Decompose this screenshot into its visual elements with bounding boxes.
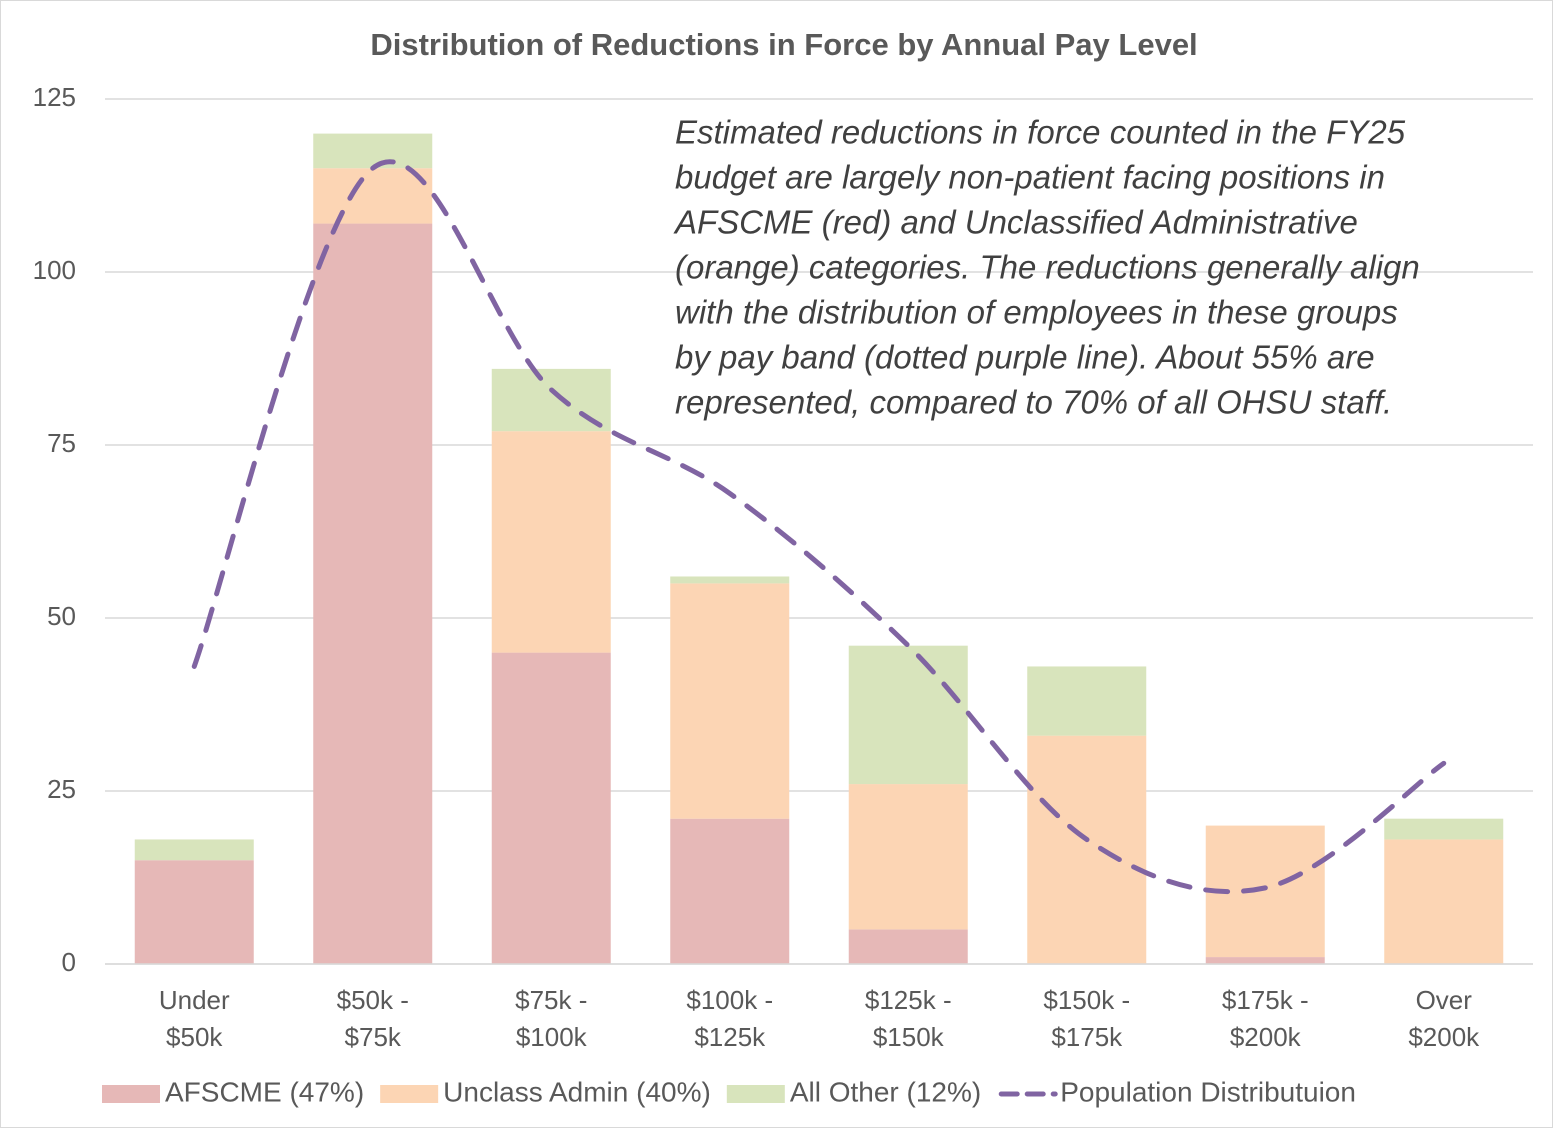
x-tick-label: $150k [873, 1022, 945, 1052]
bar-segment [1384, 818, 1504, 840]
x-tick-label: $50k [166, 1022, 223, 1052]
bar-segment [313, 223, 433, 964]
x-tick-label: Over [1416, 985, 1473, 1015]
bar-segment [491, 431, 611, 653]
y-tick-label: 0 [62, 947, 76, 977]
x-tick-label: $100k [516, 1022, 588, 1052]
bar-segment [848, 784, 968, 930]
legend-label: AFSCME (47%) [165, 1076, 364, 1107]
annotation: Estimated reductions in force counted in… [675, 114, 1406, 151]
bar-segment [491, 652, 611, 964]
x-tick-label: $100k - [686, 985, 773, 1015]
legend-swatch [380, 1085, 439, 1103]
x-tick-label: $75k - [515, 985, 587, 1015]
legend-label: Unclass Admin (40%) [443, 1076, 711, 1107]
bar-segment [670, 818, 790, 964]
bar-segment [313, 168, 433, 224]
bar-segment [670, 583, 790, 819]
x-tick-label: $75k [345, 1022, 402, 1052]
bar-segment [848, 645, 968, 785]
y-tick-label: 125 [33, 82, 76, 112]
legend-label: All Other (12%) [790, 1076, 981, 1107]
bar-segment [670, 576, 790, 584]
x-tick-label: $175k - [1222, 985, 1309, 1015]
x-tick-label: $125k - [865, 985, 952, 1015]
x-tick-label: Under [159, 985, 230, 1015]
x-tick-label: $175k [1051, 1022, 1123, 1052]
legend-swatch [102, 1085, 160, 1103]
annotation: budget are largely non-patient facing po… [675, 159, 1385, 196]
legend-swatch [726, 1085, 785, 1103]
legend-label: Population Distributuion [1060, 1076, 1356, 1107]
bar-segment [313, 133, 433, 169]
bar-segment [1027, 666, 1147, 736]
x-tick-label: $200k [1230, 1022, 1302, 1052]
annotation: (orange) categories. The reductions gene… [675, 249, 1420, 286]
annotation: represented, compared to 70% of all OHSU… [675, 384, 1392, 421]
bar-segment [1384, 839, 1504, 964]
annotation: with the distribution of employees in th… [675, 294, 1398, 331]
x-tick-label: $125k [694, 1022, 766, 1052]
y-tick-label: 100 [33, 255, 76, 285]
line-series [191, 159, 1447, 895]
bar-segment [134, 860, 254, 964]
annotation: by pay band (dotted purple line). About … [675, 339, 1375, 376]
x-tick-label: $50k - [337, 985, 409, 1015]
y-tick-label: 50 [47, 601, 76, 631]
x-tick-label: $150k - [1043, 985, 1130, 1015]
bar-segment [134, 839, 254, 861]
bar-segment [848, 929, 968, 964]
y-tick-label: 25 [47, 774, 76, 804]
chart-title: Distribution of Reductions in Force by A… [370, 27, 1197, 62]
y-tick-label: 75 [47, 428, 76, 458]
x-tick-label: $200k [1408, 1022, 1480, 1052]
bar-segment [1205, 957, 1325, 964]
annotation: AFSCME (red) and Unclassified Administra… [673, 204, 1358, 241]
bar-segment [1027, 735, 1147, 964]
